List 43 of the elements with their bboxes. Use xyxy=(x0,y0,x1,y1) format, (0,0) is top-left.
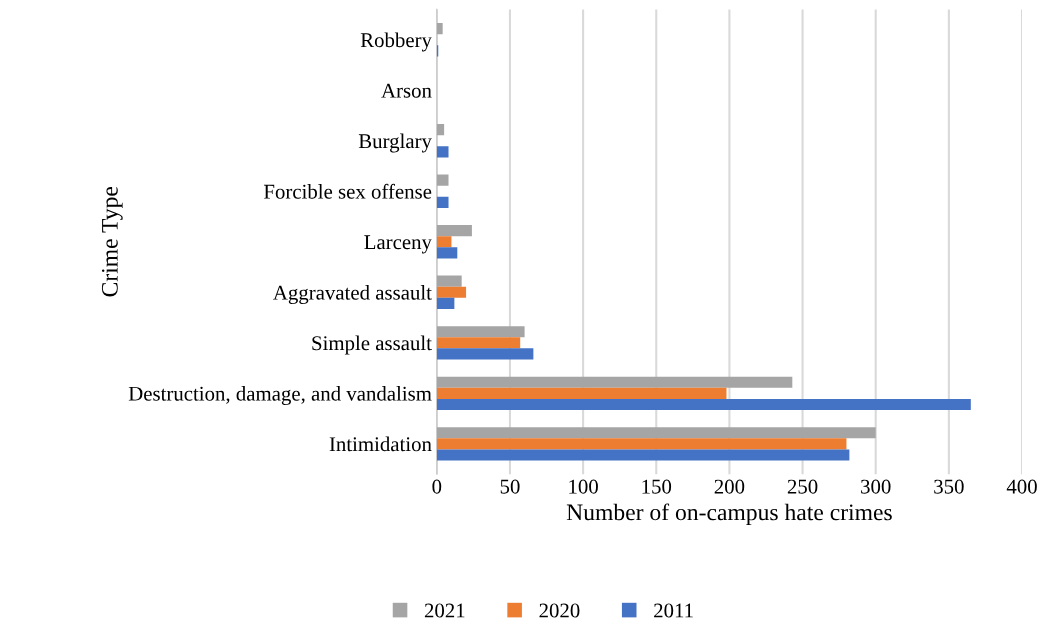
bar xyxy=(436,376,793,388)
x-tick-label: 50 xyxy=(500,479,520,494)
x-tick-label: 350 xyxy=(934,479,964,494)
bar xyxy=(436,398,971,410)
bar xyxy=(436,174,449,186)
x-tick-label: 300 xyxy=(861,479,891,494)
bar xyxy=(436,124,445,136)
x-tick-label: 0 xyxy=(432,479,442,494)
y-tick-label: Arson xyxy=(381,83,432,98)
bar xyxy=(436,438,847,450)
bar xyxy=(436,196,449,208)
bar xyxy=(436,247,458,259)
legend-label: 2011 xyxy=(654,603,693,618)
x-tick-label: 400 xyxy=(1006,479,1037,494)
x-tick-label: 200 xyxy=(714,479,745,494)
x-tick-label: 250 xyxy=(787,479,818,494)
legend-label: 2020 xyxy=(539,603,580,618)
y-tick-label: Larceny xyxy=(364,235,432,254)
y-tick-label: Simple assault xyxy=(312,335,432,355)
y-tick-label: Burglary xyxy=(358,133,432,153)
bar xyxy=(436,146,449,158)
y-tick-label: Intimidation xyxy=(329,436,432,452)
y-axis-title: Crime Type xyxy=(101,186,123,297)
bar xyxy=(436,337,521,349)
bar xyxy=(436,236,452,248)
y-tick-label: Forcible sex offense xyxy=(263,183,432,199)
x-axis-title: Number of on-campus hate crimes xyxy=(566,503,892,526)
bar xyxy=(436,297,455,309)
x-tick-label: 150 xyxy=(642,479,672,494)
y-tick-label: Destruction, damage, and vandalism xyxy=(128,386,432,406)
bar xyxy=(436,427,876,439)
legend-label: 2021 xyxy=(424,603,465,618)
y-tick-label: Robbery xyxy=(360,32,432,52)
y-tick-label: Aggravated assault xyxy=(273,285,432,305)
bar xyxy=(436,387,727,399)
bar xyxy=(436,348,534,360)
x-tick-label: 100 xyxy=(569,479,598,494)
bar xyxy=(436,23,443,35)
bar xyxy=(436,275,462,287)
bar xyxy=(436,326,525,338)
bar xyxy=(436,449,850,461)
bar xyxy=(436,225,472,237)
bar xyxy=(436,286,467,298)
